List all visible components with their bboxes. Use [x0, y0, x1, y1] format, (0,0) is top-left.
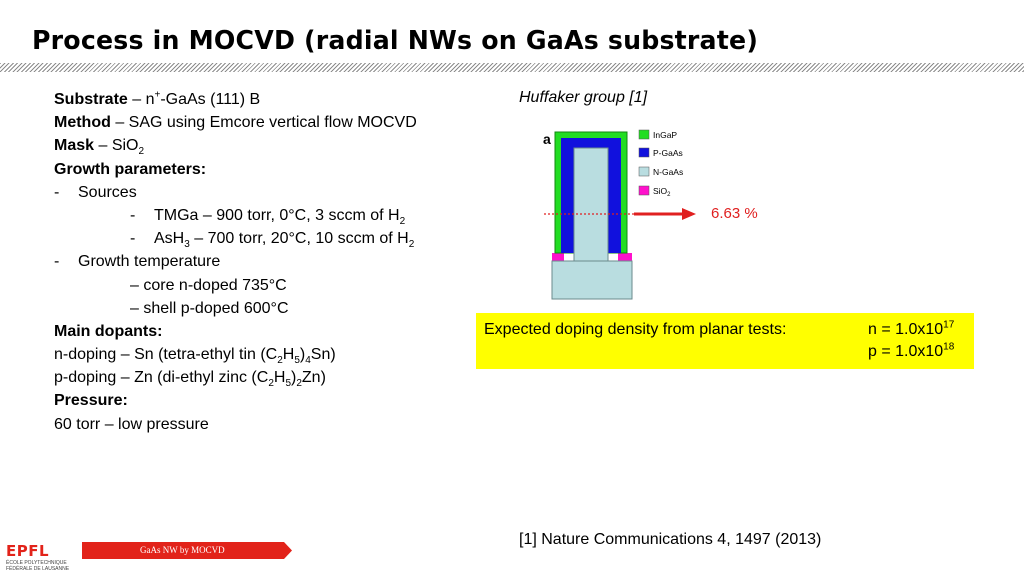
substrate-line: Substrate – n+-GaAs (111) B [54, 89, 261, 108]
title-hatched-rule [0, 63, 1024, 72]
legend-swatch-p-gaas [638, 147, 650, 158]
main-dopants-heading: Main dopants: [54, 322, 163, 340]
legend-label-sio2: SiO2 [653, 186, 671, 198]
epfl-logo-text: EPFL [6, 542, 49, 560]
growth-temperature-item: - Growth temperature [54, 253, 221, 271]
slide-title: Process in MOCVD (radial NWs on GaAs sub… [32, 26, 759, 56]
epfl-logo: EPFL ÉCOLE POLYTECHNIQUE FÉDÉRALE DE LAU… [6, 542, 70, 572]
shell-temp-item: – shell p-doped 600°C [130, 299, 289, 317]
process-details: Substrate – n+-GaAs (111) B Method – SAG… [54, 88, 474, 436]
nanowire-cross-section-figure: a InGaP P-GaAs N-GaAs SiO2 6.63 % [543, 129, 758, 300]
legend-swatch-sio2 [638, 185, 650, 196]
sources-item: - Sources [54, 183, 137, 201]
sio2-pad-right [618, 253, 632, 261]
figure-caption: Huffaker group [1] [519, 89, 648, 106]
p-doping-line: p-doping – Zn (di-ethyl zinc (C2H5)2Zn) [54, 369, 326, 390]
percentage-label: 6.63 % [711, 205, 758, 222]
reference-citation: [1] Nature Communications 4, 1497 (2013) [519, 531, 822, 548]
panel-label: a [543, 131, 551, 147]
core-temp-item: – core n-doped 735°C [130, 276, 287, 294]
footer-bar [82, 542, 292, 559]
arrow-icon [634, 208, 696, 220]
legend-swatch-n-gaas [638, 166, 650, 177]
ash3-item: - AsH3 – 700 torr, 20°C, 10 sccm of H2 [130, 230, 415, 251]
n-doping-line: n-doping – Sn (tetra-ethyl tin (C2H5)4Sn… [54, 346, 336, 367]
mask-line: Mask – SiO2 [54, 137, 145, 158]
pressure-value: 60 torr – low pressure [54, 415, 209, 433]
legend-label-ingap: InGaP [653, 130, 677, 140]
n-gaas-core [573, 147, 609, 262]
legend-swatch-ingap [638, 129, 650, 140]
pressure-heading: Pressure: [54, 392, 128, 410]
growth-parameters-heading: Growth parameters: [54, 160, 207, 178]
sio2-pad-left [552, 253, 564, 261]
substrate-block [551, 260, 633, 300]
footer-label: GaAs NW by MOCVD [140, 545, 225, 555]
legend-label-p-gaas: P-GaAs [653, 148, 683, 158]
epfl-logo-sub1: ÉCOLE POLYTECHNIQUE [6, 559, 67, 566]
doping-box-label: Expected doping density from planar test… [484, 321, 787, 338]
epfl-logo-sub2: FÉDÉRALE DE LAUSANNE [6, 565, 70, 572]
n-doping-value: n = 1.0x1017 [868, 319, 955, 338]
doping-density-box: Expected doping density from planar test… [476, 313, 974, 369]
tmga-item: - TMGa – 900 torr, 0°C, 3 sccm of H2 [130, 206, 406, 228]
method-line: Method – SAG using Emcore vertical flow … [54, 114, 417, 132]
figure-legend: InGaP P-GaAs N-GaAs SiO2 [638, 129, 683, 198]
legend-label-n-gaas: N-GaAs [653, 167, 683, 177]
p-doping-value: p = 1.0x1018 [868, 341, 955, 360]
